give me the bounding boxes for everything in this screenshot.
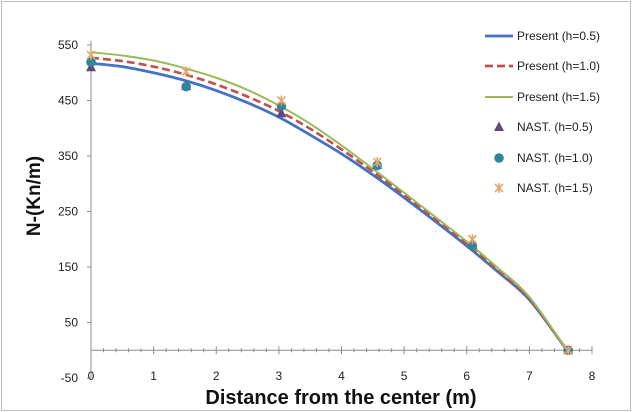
x-tick-label: 4 [338, 369, 345, 383]
series-line [90, 61, 569, 352]
legend-label: Present (h=0.5) [517, 29, 600, 43]
y-tick-label: 250 [58, 205, 78, 219]
data-point [181, 66, 191, 77]
x-tick-label: 1 [150, 369, 157, 383]
axes: -50 50 150 250 350 450 550 0 1 2 3 4 5 6 7 8 [58, 38, 596, 385]
y-tick-label: -50 [61, 371, 79, 385]
y-tick-label: 550 [58, 38, 78, 52]
legend-label: NAST. (h=0.5) [517, 120, 593, 134]
legend-label: Present (h=1.5) [517, 90, 600, 104]
legend-item: Present (h=0.5) [485, 29, 600, 43]
series-line [90, 56, 569, 352]
series-present-h-0-5- [90, 61, 569, 352]
data-point [467, 234, 477, 245]
data-point [86, 57, 96, 68]
legend-item: NAST. (h=1.5) [494, 181, 593, 195]
x-tick-label: 5 [401, 369, 408, 383]
series-present-h-1-5- [90, 51, 568, 351]
data-point [276, 107, 287, 118]
legend-item: NAST. (h=0.5) [494, 120, 593, 134]
series-line [90, 51, 568, 351]
x-tick-label: 6 [463, 369, 470, 383]
legend-swatch [494, 121, 504, 131]
data-point [563, 345, 573, 356]
y-tick-label: 350 [58, 149, 78, 163]
series-layer [86, 49, 574, 356]
y-tick-label: 50 [65, 316, 79, 330]
x-axis-title: Distance from the center (m) [205, 387, 476, 409]
legend-label: NAST. (h=1.5) [517, 181, 593, 195]
y-axis-title: N-(Kn/m) [24, 156, 45, 236]
y-tick-label: 150 [58, 260, 78, 274]
x-tick-label: 3 [276, 369, 283, 383]
data-point [467, 241, 478, 251]
legend-swatch [494, 183, 504, 193]
data-point [181, 81, 191, 92]
x-tick-label: 2 [213, 369, 220, 383]
legend-item: Present (h=1.5) [485, 90, 600, 104]
legend-label: NAST. (h=1.0) [517, 151, 593, 165]
x-tick-label: 0 [88, 369, 95, 383]
data-point [86, 49, 96, 60]
data-point [372, 157, 382, 168]
series-present-h-1-0- [90, 56, 569, 352]
data-point [276, 95, 286, 106]
legend-item: NAST. (h=1.0) [494, 151, 593, 165]
x-tick-label: 8 [589, 369, 596, 383]
x-tick-label: 7 [526, 369, 533, 383]
legend-swatch [494, 153, 504, 163]
legend-item: Present (h=1.0) [485, 59, 600, 73]
legend: Present (h=0.5) Present (h=1.0) Present (h… [485, 29, 600, 195]
series-nast-h-1-5- [86, 49, 573, 356]
y-tick-label: 450 [58, 94, 78, 108]
legend-label: Present (h=1.0) [517, 59, 600, 73]
